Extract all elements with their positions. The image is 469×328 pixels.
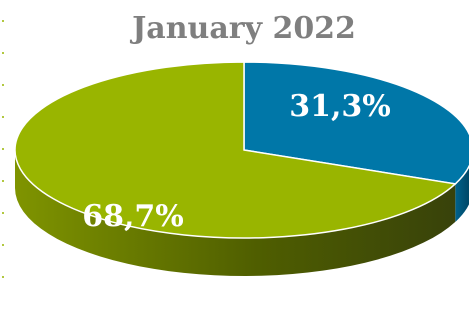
data-label-green: 68,7% xyxy=(82,199,184,234)
pie-slice-1 xyxy=(14,61,457,239)
data-label-blue: 31,3% xyxy=(289,89,391,124)
pie-side-1 xyxy=(15,150,456,276)
pie-tops xyxy=(14,61,469,239)
pie-side-0 xyxy=(455,166,469,222)
pie-sides xyxy=(15,150,469,276)
chart-title: January 2022 xyxy=(129,11,356,46)
pie-slice-0 xyxy=(243,61,469,185)
